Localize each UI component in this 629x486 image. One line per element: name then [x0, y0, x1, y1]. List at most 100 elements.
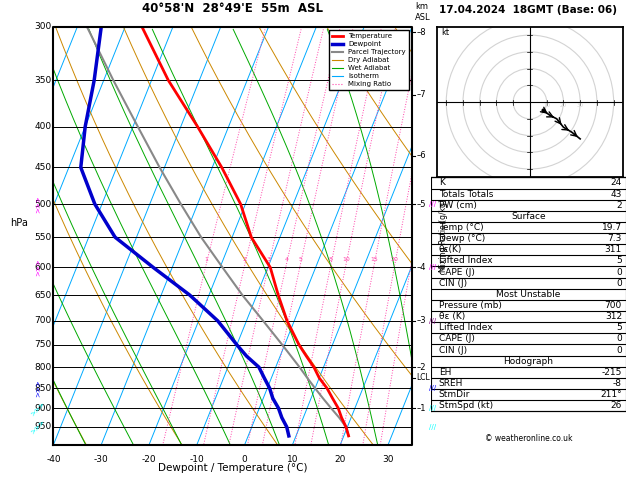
Text: 400: 400: [35, 122, 52, 131]
Text: 5: 5: [298, 258, 303, 262]
Text: 20: 20: [391, 258, 399, 262]
Text: 4: 4: [284, 258, 288, 262]
Text: LCL: LCL: [416, 373, 430, 382]
Text: 650: 650: [35, 291, 52, 300]
Text: 2: 2: [616, 201, 622, 210]
Text: 24: 24: [611, 178, 622, 188]
Text: 19.7: 19.7: [602, 223, 622, 232]
Text: 0: 0: [616, 334, 622, 344]
Text: 950: 950: [35, 422, 52, 432]
Text: Most Unstable: Most Unstable: [496, 290, 560, 299]
Text: 211°: 211°: [600, 390, 622, 399]
Text: –5: –5: [416, 200, 426, 208]
Text: Hodograph: Hodograph: [503, 357, 554, 365]
Text: 10: 10: [543, 103, 550, 108]
Text: >>>: >>>: [30, 418, 46, 435]
Text: CAPE (J): CAPE (J): [438, 268, 474, 277]
Text: Temp (°C): Temp (°C): [438, 223, 483, 232]
Text: 311: 311: [604, 245, 622, 254]
Text: 20: 20: [335, 455, 346, 464]
Text: © weatheronline.co.uk: © weatheronline.co.uk: [484, 434, 572, 443]
Text: ///: ///: [429, 264, 437, 270]
Text: ///: ///: [429, 424, 437, 430]
Text: 2: 2: [243, 258, 247, 262]
Text: 850: 850: [35, 384, 52, 393]
Text: CAPE (J): CAPE (J): [438, 334, 474, 344]
Text: CIN (J): CIN (J): [438, 278, 467, 288]
Text: EH: EH: [438, 368, 451, 377]
Text: 900: 900: [35, 403, 52, 413]
Text: 3: 3: [267, 258, 270, 262]
Text: Dewp (°C): Dewp (°C): [438, 234, 485, 243]
Text: 0: 0: [616, 278, 622, 288]
Text: –4: –4: [416, 263, 426, 272]
Text: -30: -30: [94, 455, 109, 464]
Text: K: K: [438, 178, 445, 188]
Text: –1: –1: [416, 403, 426, 413]
Text: ///: ///: [429, 318, 437, 324]
Text: –6: –6: [416, 151, 426, 160]
Text: Totals Totals: Totals Totals: [438, 190, 493, 199]
Text: StmSpd (kt): StmSpd (kt): [438, 401, 493, 410]
Text: 300: 300: [35, 22, 52, 31]
Text: 10: 10: [342, 258, 350, 262]
Text: –2: –2: [416, 363, 426, 372]
Text: –8: –8: [416, 28, 426, 37]
Text: hPa: hPa: [10, 218, 28, 228]
Text: 15: 15: [370, 258, 378, 262]
Text: ///: ///: [429, 385, 437, 391]
Text: 600: 600: [35, 263, 52, 272]
Text: 700: 700: [604, 301, 622, 310]
Text: 5: 5: [616, 323, 622, 332]
Text: 5: 5: [616, 257, 622, 265]
Text: 700: 700: [35, 316, 52, 325]
Text: -8: -8: [613, 379, 622, 388]
Text: Surface: Surface: [511, 212, 546, 221]
Text: θε (K): θε (K): [438, 312, 465, 321]
Text: SREH: SREH: [438, 379, 463, 388]
Text: -215: -215: [601, 368, 622, 377]
Text: >>>: >>>: [35, 259, 41, 276]
Text: 750: 750: [35, 340, 52, 349]
Text: 800: 800: [35, 363, 52, 372]
Text: -10: -10: [189, 455, 204, 464]
Text: –3: –3: [416, 316, 426, 325]
Text: 0: 0: [616, 268, 622, 277]
Text: CIN (J): CIN (J): [438, 346, 467, 354]
Text: Pressure (mb): Pressure (mb): [438, 301, 501, 310]
Text: 43: 43: [611, 190, 622, 199]
Text: -40: -40: [46, 455, 61, 464]
Text: 450: 450: [35, 163, 52, 172]
Text: >>>: >>>: [30, 400, 46, 417]
Text: θε(K): θε(K): [438, 245, 462, 254]
Text: km
ASL: km ASL: [415, 2, 431, 22]
Text: 312: 312: [605, 312, 622, 321]
Text: –7: –7: [416, 90, 426, 99]
Text: 0: 0: [616, 346, 622, 354]
Text: StmDir: StmDir: [438, 390, 470, 399]
Text: -20: -20: [142, 455, 157, 464]
Text: 1: 1: [204, 258, 208, 262]
Text: kt: kt: [441, 28, 449, 37]
Text: Dewpoint / Temperature (°C): Dewpoint / Temperature (°C): [158, 464, 308, 473]
Text: 30: 30: [382, 455, 394, 464]
Text: 17.04.2024  18GMT (Base: 06): 17.04.2024 18GMT (Base: 06): [440, 4, 617, 15]
Text: ///: ///: [429, 201, 437, 207]
Text: Lifted Index: Lifted Index: [438, 257, 493, 265]
Legend: Temperature, Dewpoint, Parcel Trajectory, Dry Adiabat, Wet Adiabat, Isotherm, Mi: Temperature, Dewpoint, Parcel Trajectory…: [330, 30, 408, 90]
Text: ///: ///: [429, 405, 437, 411]
Text: >>>: >>>: [35, 380, 41, 397]
Text: >>>: >>>: [35, 195, 41, 213]
Text: 0: 0: [242, 455, 248, 464]
Text: 30: 30: [577, 103, 584, 108]
Text: 8: 8: [329, 258, 333, 262]
Text: 500: 500: [35, 200, 52, 208]
Text: 20: 20: [560, 103, 567, 108]
Text: 10: 10: [287, 455, 298, 464]
Text: 26: 26: [611, 401, 622, 410]
Text: PW (cm): PW (cm): [438, 201, 477, 210]
Text: 350: 350: [35, 76, 52, 85]
Text: 40°58'N  28°49'E  55m  ASL: 40°58'N 28°49'E 55m ASL: [142, 1, 323, 15]
Text: 550: 550: [35, 233, 52, 242]
Text: Mixing Ratio (g/kg): Mixing Ratio (g/kg): [439, 199, 448, 272]
